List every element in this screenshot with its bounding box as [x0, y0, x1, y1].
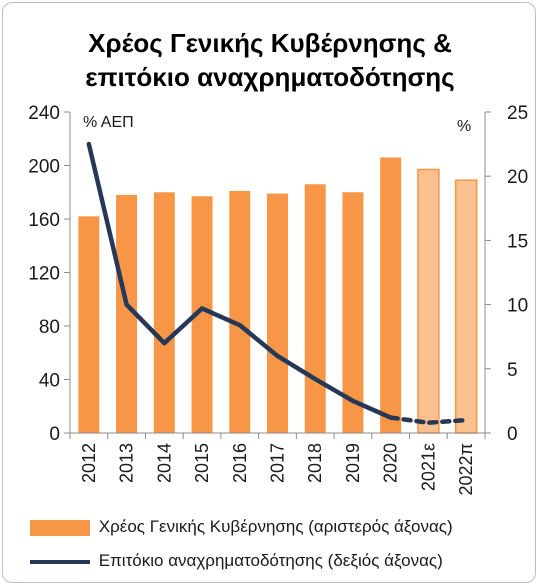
bar-2022π	[454, 179, 478, 434]
x-tick-label: 2019	[343, 443, 363, 483]
left-axis-unit-label: % ΑΕΠ	[83, 114, 134, 131]
left-tick-label: 240	[28, 103, 60, 124]
axes-layer	[64, 111, 491, 439]
legend-item-rate: Επιτόκιο αναχρηματοδότησης (δεξιός άξονα…	[30, 551, 443, 571]
legend-rate-label: Επιτόκιο αναχρηματοδότησης (δεξιός άξονα…	[98, 551, 443, 570]
x-tick-label: 2013	[117, 443, 137, 483]
bar-2016	[229, 190, 251, 433]
bar-2014	[153, 192, 175, 433]
right-tick-label: 20	[507, 167, 528, 188]
bar-2013	[116, 194, 138, 433]
bar-2017	[267, 193, 288, 433]
legend-debt-label: Χρέος Γενικής Κυβέρνησης (αριστερός άξον…	[98, 517, 453, 536]
x-tick-label: 2012	[79, 443, 99, 483]
bar-2012	[78, 216, 100, 433]
x-tick-label: 2020	[381, 443, 401, 483]
bar-2015	[191, 196, 213, 433]
x-tick-label: 2016	[230, 443, 250, 483]
chart-title-line-1: Χρέος Γενικής Κυβέρνησης &	[88, 28, 452, 58]
right-tick-label: 10	[507, 296, 528, 317]
legend-line-swatch	[30, 559, 90, 564]
right-tick-label: 15	[507, 231, 528, 252]
bar-2018	[304, 184, 326, 433]
labels-layer: 0 40 80 120 160 200 240 0 5 10 15 20 25 2012 2013 2014 2…	[28, 103, 528, 495]
right-axis-unit-label: %	[457, 118, 471, 135]
x-tick-label: 2018	[305, 443, 325, 483]
x-tick-label: 2015	[192, 443, 212, 483]
bar-2021ε	[417, 168, 440, 434]
left-tick-label: 80	[39, 317, 60, 338]
right-tick-label: 5	[507, 360, 518, 381]
legend-item-debt: Χρέος Γενικής Κυβέρνησης (αριστερός άξον…	[30, 517, 453, 537]
line-layer	[86, 141, 469, 425]
x-tick-label: 2022π	[456, 443, 476, 495]
right-tick-label: 0	[507, 424, 518, 445]
legend-bar-swatch	[30, 519, 90, 536]
left-tick-label: 200	[28, 157, 60, 178]
x-tick-label: 2021ε	[418, 443, 438, 491]
chart-title-line-2: επιτόκιο αναχρηματοδότησης	[85, 62, 455, 92]
left-tick-label: 0	[49, 424, 60, 445]
right-tick-label: 25	[507, 103, 528, 124]
bar-2020	[380, 157, 402, 433]
left-tick-label: 120	[28, 264, 60, 285]
bar-2019	[342, 192, 364, 433]
x-tick-label: 2014	[154, 443, 174, 483]
x-tick-label: 2017	[268, 443, 288, 483]
left-tick-label: 160	[28, 210, 60, 231]
left-tick-label: 40	[39, 371, 60, 392]
bars-layer	[78, 157, 478, 434]
